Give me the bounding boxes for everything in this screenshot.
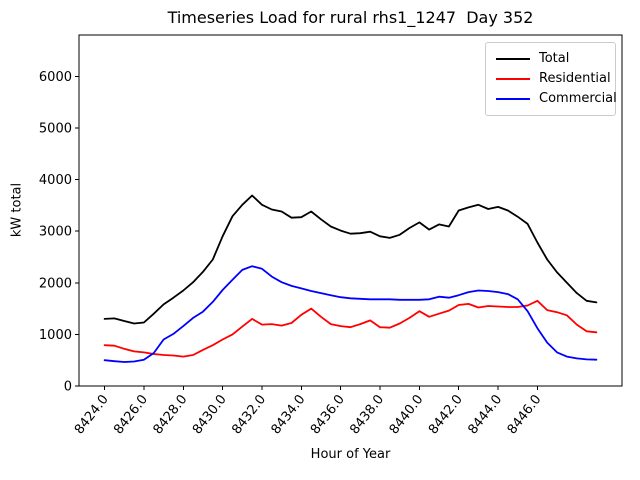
x-tick-label: 8430.0 (190, 392, 230, 437)
commercial-line-swatch (496, 98, 530, 100)
y-axis-label: kW total (9, 182, 25, 238)
legend-label-commercial: Commercial (539, 91, 617, 106)
x-axis-label: Hour of Year (310, 447, 391, 462)
legend-label-residential: Residential (539, 71, 611, 86)
x-tick-label: 8438.0 (347, 392, 387, 437)
legend-entry-commercial: Commercial (496, 89, 617, 109)
x-tick-label: 8444.0 (465, 392, 505, 437)
x-tick-label: 8442.0 (426, 392, 466, 437)
legend-entry-residential: Residential (496, 69, 615, 89)
plot-frame (78, 34, 623, 387)
x-tick-label: 8440.0 (387, 392, 427, 437)
y-tick-label: 3000 (39, 225, 72, 240)
residential-line-swatch (496, 78, 530, 80)
series-line-commercial (103, 265, 598, 363)
x-tick-label: 8432.0 (229, 392, 269, 437)
x-tick-label: 8426.0 (111, 392, 151, 437)
legend-entry-total: Total (496, 49, 615, 69)
y-tick-label: 0 (64, 380, 72, 395)
x-tick-label: 8428.0 (151, 392, 191, 437)
series-line-total (103, 194, 598, 325)
x-tick-label: 8424.0 (72, 392, 112, 437)
total-line-swatch (496, 58, 530, 60)
chart-title: Timeseries Load for rural rhs1_1247 Day … (167, 8, 534, 27)
y-tick-label: 4000 (39, 173, 72, 188)
legend: Total Residential Commercial (485, 42, 617, 116)
y-tick-label: 1000 (39, 328, 72, 343)
x-tick-label: 8434.0 (269, 392, 309, 437)
legend-label-total: Total (539, 51, 570, 66)
y-tick-label: 5000 (39, 121, 72, 136)
y-tick-label: 6000 (39, 70, 72, 85)
y-tick-label: 2000 (39, 276, 72, 291)
series-line-residential (103, 299, 598, 358)
x-tick-label: 8436.0 (308, 392, 348, 437)
x-tick-label: 8446.0 (505, 392, 545, 437)
